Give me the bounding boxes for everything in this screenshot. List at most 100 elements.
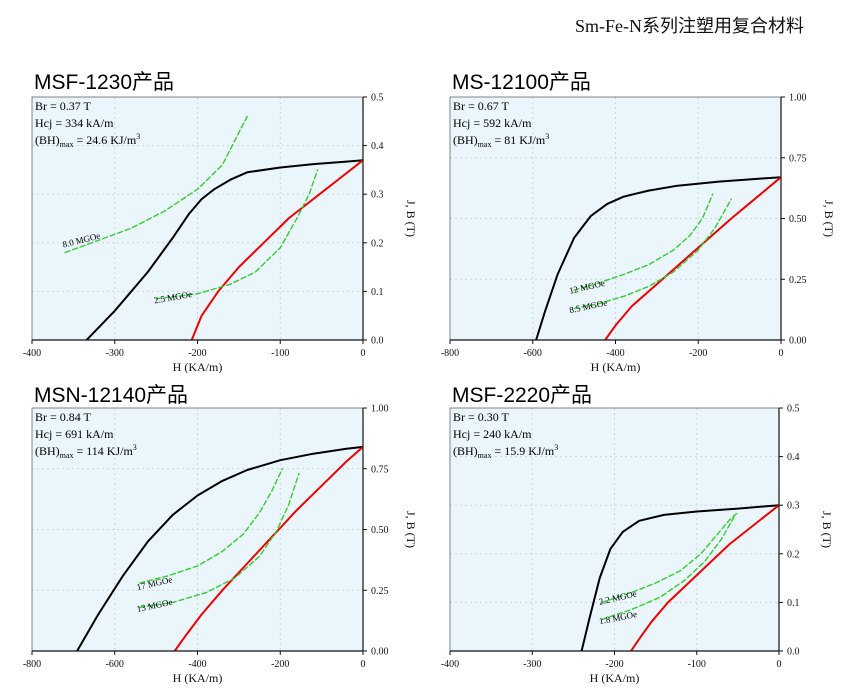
br-value-text: Br = 0.30 T <box>453 410 510 424</box>
bhmax-prefix: (BH) <box>35 133 60 147</box>
hcj-value-text: Hcj = 691 kA/m <box>35 427 114 441</box>
y-tick-label: 0.25 <box>789 275 807 286</box>
x-tick-label: -400 <box>606 348 624 359</box>
b-curve-line <box>604 176 781 340</box>
br-value-text: Br = 0.84 T <box>35 410 92 424</box>
bhmax-value: = 81 KJ/m <box>491 133 545 147</box>
x-axis-label: H (KA/m) <box>173 360 223 374</box>
y-axis-label: J, B (T) <box>404 200 418 237</box>
iso-energy-curve-line <box>601 516 735 621</box>
bhmax-value-text: (BH)max = 81 KJ/m3 <box>453 132 549 149</box>
x-tick-label: -300 <box>106 348 124 359</box>
x-tick-label: -600 <box>106 659 124 670</box>
y-tick-label: 0.4 <box>787 452 800 463</box>
x-tick-label: 0 <box>777 659 782 670</box>
j-curve-line <box>85 159 363 340</box>
x-tick-label: -200 <box>271 659 289 670</box>
bhmax-value: = 114 KJ/m <box>73 444 133 458</box>
series-group <box>64 115 363 340</box>
chart-title-ms-12100: MS-12100产品 <box>452 71 591 94</box>
x-tick-label: 0 <box>361 348 366 359</box>
bhmax-subscript: max <box>60 451 74 460</box>
y-tick-label: 1.00 <box>371 404 389 415</box>
series-group <box>580 504 779 651</box>
chart-title-msf-1230: MSF-1230产品 <box>34 71 175 94</box>
y-tick-label: 0.75 <box>789 153 807 164</box>
bhmax-value-text: (BH)max = 15.9 KJ/m3 <box>453 443 558 460</box>
y-tick-label: 0.3 <box>787 501 800 512</box>
hcj-value-text: Hcj = 240 kA/m <box>453 427 532 441</box>
iso-energy-curve-line <box>601 511 739 604</box>
iso-energy-curve-line <box>573 198 732 310</box>
y-tick-label: 0.0 <box>787 647 800 658</box>
bhmax-prefix: (BH) <box>453 133 478 147</box>
x-tick-label: -600 <box>524 348 542 359</box>
y-tick-label: 0.2 <box>371 238 384 249</box>
iso-energy-curve-line <box>138 472 300 608</box>
bhmax-value: = 15.9 KJ/m <box>491 444 554 458</box>
bhmax-subscript: max <box>478 451 492 460</box>
bhmax-subscript: max <box>60 140 74 149</box>
x-tick-label: -400 <box>188 659 206 670</box>
bhmax-value-text: (BH)max = 114 KJ/m3 <box>35 443 137 460</box>
b-curve-line <box>630 504 779 651</box>
x-tick-label: -800 <box>441 348 459 359</box>
bhmax-superscript: 3 <box>136 132 140 141</box>
y-tick-label: 0.5 <box>371 93 384 104</box>
y-axis-label: J, B (T) <box>822 200 836 237</box>
page-title: Sm-Fe-N系列注塑用复合材料 <box>575 16 804 36</box>
y-tick-label: 0.1 <box>371 287 384 298</box>
x-tick-label: 0 <box>779 348 784 359</box>
y-tick-label: 0.25 <box>371 586 389 597</box>
x-axis-label: H (KA/m) <box>591 360 641 374</box>
hcj-value-text: Hcj = 592 kA/m <box>453 116 532 130</box>
j-curve-line <box>76 445 363 651</box>
bhmax-value: = 24.6 KJ/m <box>73 133 136 147</box>
x-tick-label: -400 <box>23 348 41 359</box>
j-curve-line <box>580 504 779 651</box>
hcj-value-text: Hcj = 334 kA/m <box>35 116 114 130</box>
chart-title-msf-2220: MSF-2220产品 <box>452 384 593 407</box>
bhmax-prefix: (BH) <box>35 444 60 458</box>
bhmax-superscript: 3 <box>133 443 137 452</box>
y-tick-label: 0.00 <box>789 336 807 347</box>
y-tick-label: 0.75 <box>371 464 389 475</box>
bhmax-subscript: max <box>478 140 492 149</box>
x-tick-label: -400 <box>441 659 459 670</box>
y-axis-label: J, B (T) <box>820 511 834 548</box>
y-tick-label: 0.2 <box>787 549 800 560</box>
x-tick-label: -100 <box>271 348 289 359</box>
y-tick-label: 0.00 <box>371 647 389 658</box>
x-axis-label: H (KA/m) <box>590 671 640 685</box>
bhmax-value-text: (BH)max = 24.6 KJ/m3 <box>35 132 140 149</box>
b-curve-line <box>190 159 363 340</box>
y-tick-label: 0.1 <box>787 598 800 609</box>
iso-energy-curve-line <box>155 169 319 300</box>
x-tick-label: 0 <box>361 659 366 670</box>
x-tick-label: -200 <box>605 659 623 670</box>
y-tick-label: 0.4 <box>371 141 384 152</box>
y-tick-label: 0.50 <box>789 214 807 225</box>
x-tick-label: -100 <box>688 659 706 670</box>
j-curve-line <box>535 176 781 340</box>
y-tick-label: 0.3 <box>371 190 384 201</box>
iso-energy-curve-line <box>64 115 248 254</box>
series-group <box>535 176 781 340</box>
b-curve-line <box>173 445 363 651</box>
x-axis-label: H (KA/m) <box>173 671 223 685</box>
br-value-text: Br = 0.67 T <box>453 99 510 113</box>
bhmax-prefix: (BH) <box>453 444 478 458</box>
y-tick-label: 0.0 <box>371 336 384 347</box>
iso-energy-curve-line <box>573 193 714 291</box>
y-tick-label: 1.00 <box>789 93 807 104</box>
y-tick-label: 0.5 <box>787 404 800 415</box>
br-value-text: Br = 0.37 T <box>35 99 92 113</box>
x-tick-label: -200 <box>689 348 707 359</box>
x-tick-label: -300 <box>523 659 541 670</box>
bhmax-superscript: 3 <box>545 132 549 141</box>
